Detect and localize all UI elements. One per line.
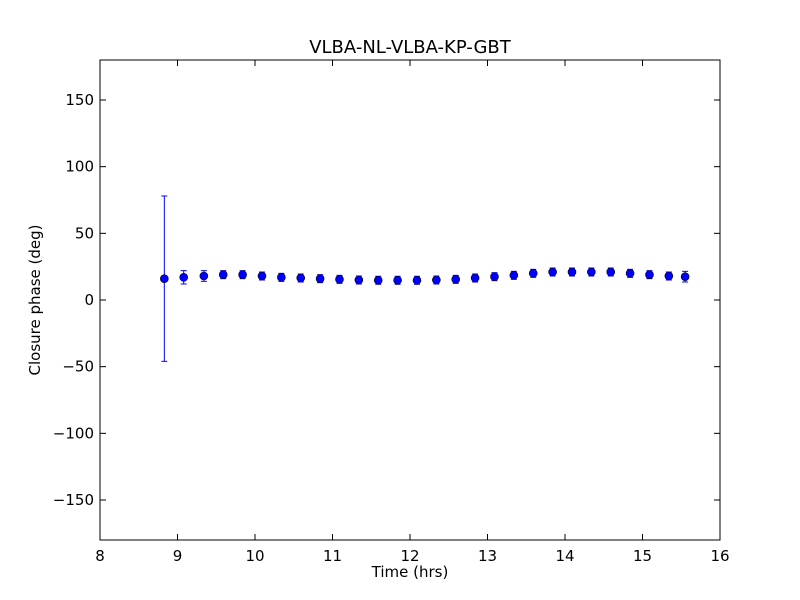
y-tick-label: −100 (53, 424, 94, 442)
y-tick-label: −150 (53, 491, 94, 509)
y-tick-label: 50 (75, 224, 94, 242)
data-point (393, 275, 402, 285)
data-point (509, 271, 519, 280)
x-tick-label: 12 (400, 547, 419, 565)
data-point (373, 275, 383, 285)
x-tick-label: 9 (173, 547, 183, 565)
data-point (199, 271, 209, 281)
x-tick-label: 11 (323, 547, 342, 565)
data-point (680, 272, 690, 281)
data-point (412, 275, 422, 285)
y-tick-label: 0 (84, 291, 94, 309)
data-point (645, 270, 654, 279)
plot-frame (99, 59, 721, 541)
data-point (354, 275, 364, 285)
data-point (587, 267, 596, 277)
chart-title: VLBA-NL-VLBA-KP-GBT (309, 37, 512, 58)
data-point (296, 273, 306, 283)
x-tick-label: 10 (245, 547, 264, 565)
data-point (218, 270, 228, 279)
data-point (335, 275, 344, 284)
x-tick-label: 16 (710, 547, 729, 565)
data-point (528, 269, 538, 278)
x-tick-label: 13 (478, 547, 497, 565)
data-point (160, 274, 169, 283)
data-points (160, 195, 690, 362)
x-tick-label: 14 (555, 547, 574, 565)
x-tick-label: 8 (95, 547, 105, 565)
data-point (470, 273, 480, 283)
data-point (625, 269, 635, 278)
y-tick-label: 150 (65, 91, 94, 109)
data-point (432, 275, 441, 285)
y-tick-label: 100 (65, 158, 94, 176)
data-point (567, 267, 577, 277)
x-axis-label: Time (hrs) (371, 563, 449, 581)
axis-ticks: 8 9 10 11 12 13 14 15 16 −150 −100 −50 0 50 100 150 (53, 60, 730, 565)
data-point (606, 267, 616, 277)
x-tick-label: 15 (633, 547, 652, 565)
data-point (664, 271, 674, 281)
data-point (257, 271, 267, 281)
data-point (315, 274, 325, 283)
data-point (548, 267, 557, 277)
data-point (238, 270, 247, 279)
y-axis-label: Closure phase (deg) (26, 225, 44, 376)
data-point (451, 275, 461, 284)
data-point (490, 272, 499, 281)
data-point (179, 273, 188, 282)
y-tick-label: −50 (62, 358, 94, 376)
data-point (277, 273, 286, 282)
